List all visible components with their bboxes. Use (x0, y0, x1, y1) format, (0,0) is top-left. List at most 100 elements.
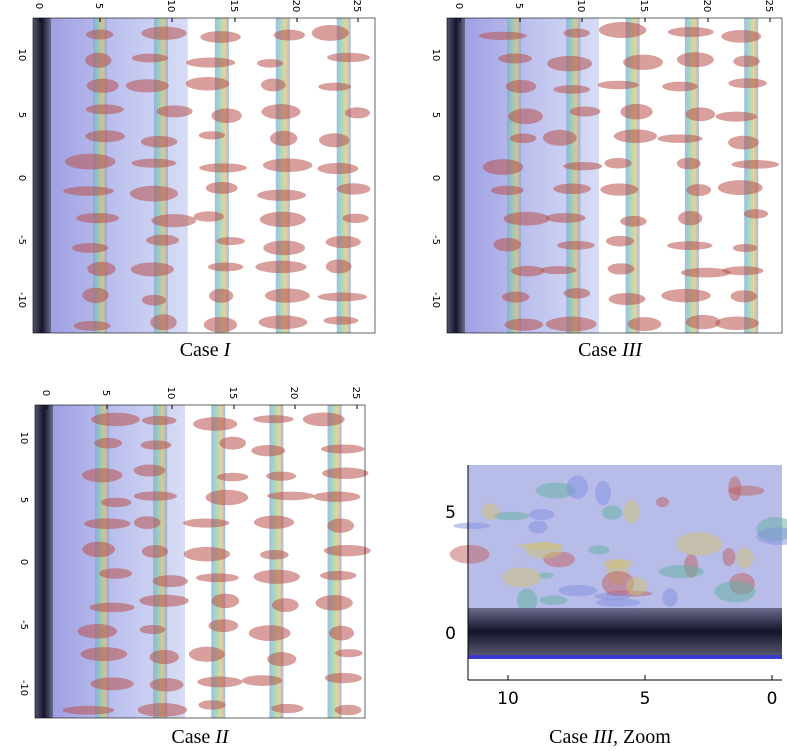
top-tick-label: 20 (288, 387, 299, 400)
vortex (658, 565, 704, 579)
vortex (730, 290, 758, 303)
vortex (264, 288, 310, 303)
top-tick-label: 20 (701, 0, 712, 12)
vortex (315, 595, 353, 611)
frame (446, 17, 783, 334)
vortex (195, 573, 239, 583)
vortex (327, 518, 355, 533)
vortex (152, 575, 188, 588)
vortex (198, 131, 226, 140)
panel: 0 5 10 15 20 25 10 5 0 -5 -10 Case II (18, 387, 371, 748)
vortex (200, 31, 241, 43)
vortex (133, 491, 177, 501)
bottom-tick-label: 5 (640, 689, 651, 709)
vortex (320, 570, 357, 581)
vortex (528, 508, 555, 521)
vortex (717, 180, 763, 196)
top-tick-label: 20 (290, 0, 301, 12)
vortex (715, 111, 758, 122)
left-tick-label: 0 (445, 624, 456, 644)
vortex (149, 678, 184, 692)
vortex-column (153, 18, 168, 333)
vortex (211, 593, 240, 609)
vortex (502, 567, 542, 588)
vortex (253, 515, 295, 529)
vortex (85, 130, 126, 143)
vortex (325, 235, 361, 249)
vortex (260, 78, 286, 92)
wall-edge (468, 655, 782, 659)
vortex (728, 135, 759, 150)
vortex (620, 215, 647, 227)
vortex (312, 491, 361, 502)
vortex (185, 76, 230, 91)
vortex (661, 288, 711, 303)
vortex (311, 24, 349, 41)
vortex (63, 186, 115, 196)
vortex (743, 209, 769, 219)
left-tick-label: -5 (16, 235, 27, 245)
left-tick-label: 5 (18, 497, 29, 503)
vortex (197, 676, 243, 688)
top-tick-label: 5 (513, 3, 524, 9)
vortex (685, 107, 716, 122)
vortex (528, 520, 548, 534)
vortex (481, 503, 500, 520)
vortex (325, 259, 352, 274)
vortex (211, 108, 242, 124)
vortex (595, 480, 611, 506)
left-tick-label: 5 (430, 112, 441, 118)
vortex (607, 263, 635, 275)
vortex (345, 107, 370, 119)
vortex (601, 571, 635, 596)
vortex (267, 491, 315, 501)
vortex (199, 163, 247, 173)
vortex (547, 55, 593, 72)
vortex (677, 211, 703, 226)
vortex (133, 464, 166, 477)
vortex-column (744, 18, 759, 333)
vortex (271, 598, 299, 613)
vortex (80, 647, 128, 662)
vortex (318, 82, 352, 91)
left-tick-label: 0 (430, 175, 441, 181)
vortex (140, 440, 172, 450)
vortex (728, 476, 742, 502)
vortex (722, 266, 764, 276)
vortex (151, 214, 197, 228)
vortex (94, 437, 122, 449)
vortex (336, 183, 371, 195)
frame (34, 404, 366, 719)
top-tick-label: 0 (33, 3, 44, 9)
vortex (87, 261, 116, 276)
vortex (321, 444, 365, 454)
vortex (715, 316, 759, 331)
vortex (597, 80, 639, 90)
vortex (77, 624, 118, 639)
vortex (604, 157, 632, 169)
vortex (600, 183, 639, 196)
left-tick-label: 5 (445, 503, 456, 523)
vortex (156, 105, 193, 118)
vortex (676, 157, 701, 170)
vortex (207, 262, 244, 272)
vortex (680, 267, 731, 278)
vortex (183, 546, 231, 562)
vortex (493, 237, 522, 252)
caption-case: II (214, 726, 230, 748)
panel: 5 0 10 5 0 Case III, Zoom (445, 465, 787, 748)
vortex (318, 133, 350, 148)
vortex (625, 577, 648, 596)
vortex (248, 625, 291, 641)
vortex (76, 213, 119, 224)
vortex (516, 588, 538, 613)
vortex (90, 677, 134, 691)
top-tick-label: 25 (763, 0, 774, 12)
vortex (251, 445, 286, 457)
vortex (657, 134, 703, 143)
vortex (62, 705, 115, 715)
top-tick-label: 15 (228, 0, 239, 12)
vortex (667, 241, 713, 250)
vortex-column (507, 18, 521, 333)
